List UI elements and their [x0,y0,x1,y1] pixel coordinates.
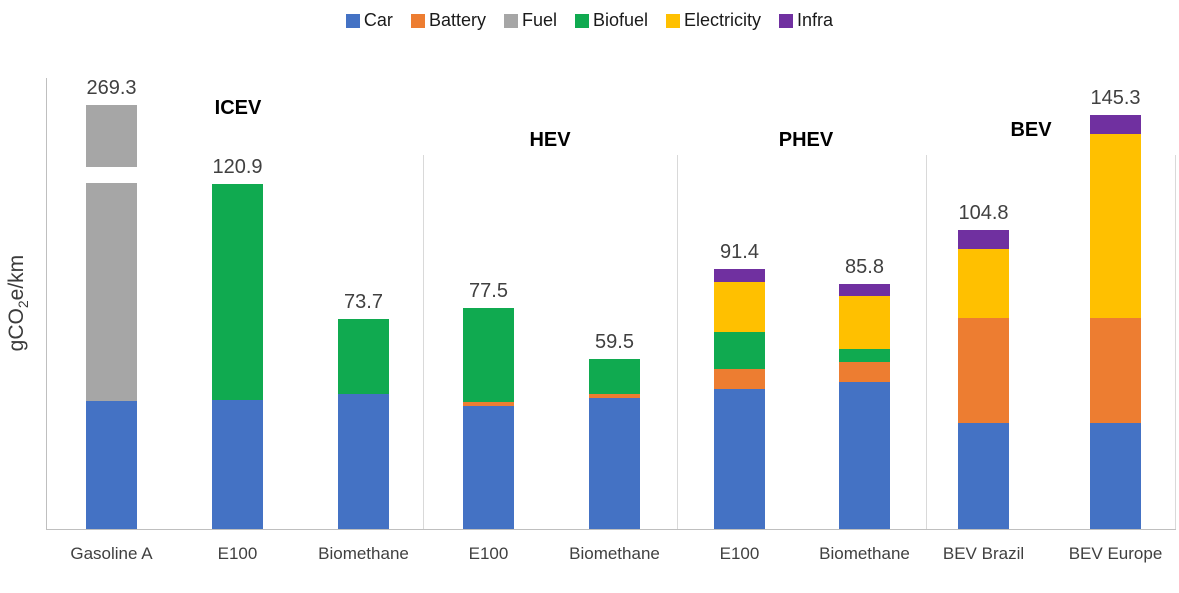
group-label-hev: HEV [529,129,571,151]
segment-infra [714,268,765,282]
segment-electricity [958,248,1009,319]
segment-biofuel [212,184,263,400]
y-axis-title-text-2: e/km [4,254,28,301]
segment-battery [1090,318,1141,423]
group-divider-0 [423,155,424,529]
segment-electricity [714,281,765,332]
bar-bev-bev-europe [1090,114,1141,529]
value-label-e100-phev: 91.4 [720,240,759,263]
value-label-biomethane-icev: 73.7 [344,290,383,313]
segment-electricity [839,295,890,349]
segment-car [463,406,514,529]
bar-icev-biomethane [338,318,389,529]
bar-phev-biomethane [839,284,890,529]
legend-swatch-fuel [503,13,518,28]
x-axis-label-e100-icev: E100 [217,544,258,563]
legend-swatch-infra [779,13,794,28]
segment-infra [958,230,1009,249]
legend-label-battery: Battery [428,10,486,30]
segment-battery [714,368,765,389]
x-axis-label-biomethane-phev: Biomethane [819,544,910,563]
bar-hev-e100 [463,308,514,529]
x-axis-label-biomethane-icev: Biomethane [318,544,409,563]
legend-item-infra: Infra [779,10,833,31]
y-axis-title-subscript: 2 [15,300,32,309]
bar-hev-biomethane [589,359,640,529]
group-divider-1 [677,155,678,529]
segment-battery [839,361,890,382]
legend-item-car: Car [345,10,393,31]
segment-car [212,399,263,529]
segment-electricity [1090,133,1141,319]
value-label-biomethane-phev: 85.8 [845,256,884,279]
segment-biofuel [714,331,765,369]
segment-fuel [86,105,137,168]
segment-biofuel [839,348,890,362]
legend-item-biofuel: Biofuel [574,10,649,31]
legend-label-infra: Infra [797,10,834,30]
y-axis-title: gCO2e/km [5,223,31,383]
legend-label-biofuel: Biofuel [592,10,649,30]
group-divider-2 [926,155,927,529]
segment-car [714,388,765,529]
value-label-bev-brazil-bev: 104.8 [958,202,1009,225]
segment-car [958,422,1009,529]
axis-break-gap [86,167,137,184]
chart-legend: Car Battery Fuel Biofuel Electricity Infra [0,10,1179,31]
segment-car [589,397,640,529]
group-label-phev: PHEV [778,129,834,151]
legend-label-car: Car [363,10,393,30]
value-label-e100-hev: 77.5 [469,280,508,303]
x-axis-label-bev-brazil-bev: BEV Brazil [942,544,1025,563]
x-axis-line [46,529,1176,530]
segment-car [86,400,137,529]
segment-battery [958,318,1009,423]
segment-fuel [86,183,137,401]
bar-phev-e100 [714,268,765,529]
x-axis-label-e100-hev: E100 [468,544,509,563]
legend-swatch-electricity [666,13,681,28]
bar-bev-bev-brazil [958,230,1009,529]
x-axis-label-e100-phev: E100 [719,544,760,563]
value-label-gasoline-a-icev: 269.3 [86,77,137,100]
value-label-biomethane-hev: 59.5 [595,331,634,354]
legend-label-fuel: Fuel [521,10,557,30]
segment-battery [463,402,514,407]
legend-swatch-biofuel [574,13,589,28]
legend-item-fuel: Fuel [503,10,557,31]
value-label-bev-europe-bev: 145.3 [1090,86,1141,109]
segment-car [1090,422,1141,529]
legend-swatch-car [345,13,360,28]
legend-label-electricity: Electricity [684,10,762,30]
bar-icev-gasoline-a [86,105,137,529]
x-axis-label-biomethane-hev: Biomethane [569,544,660,563]
y-axis-title-text: gCO [4,308,28,352]
group-divider-3 [1175,155,1176,529]
segment-battery [589,393,640,398]
legend-item-electricity: Electricity [666,10,761,31]
segment-infra [839,284,890,296]
group-label-bev: BEV [1010,119,1052,141]
segment-car [839,381,890,529]
legend-swatch-battery [410,13,425,28]
segment-biofuel [338,318,389,394]
value-label-e100-icev: 120.9 [212,156,263,179]
segment-car [338,393,389,529]
segment-biofuel [589,359,640,394]
segment-infra [1090,114,1141,134]
bar-icev-e100 [212,184,263,529]
x-axis-label-bev-europe-bev: BEV Europe [1068,544,1163,563]
x-axis-label-gasoline-a-icev: Gasoline A [70,544,153,563]
y-axis-line [46,78,47,529]
segment-biofuel [463,308,514,403]
legend-item-battery: Battery [410,10,486,31]
group-label-icev: ICEV [214,97,262,119]
